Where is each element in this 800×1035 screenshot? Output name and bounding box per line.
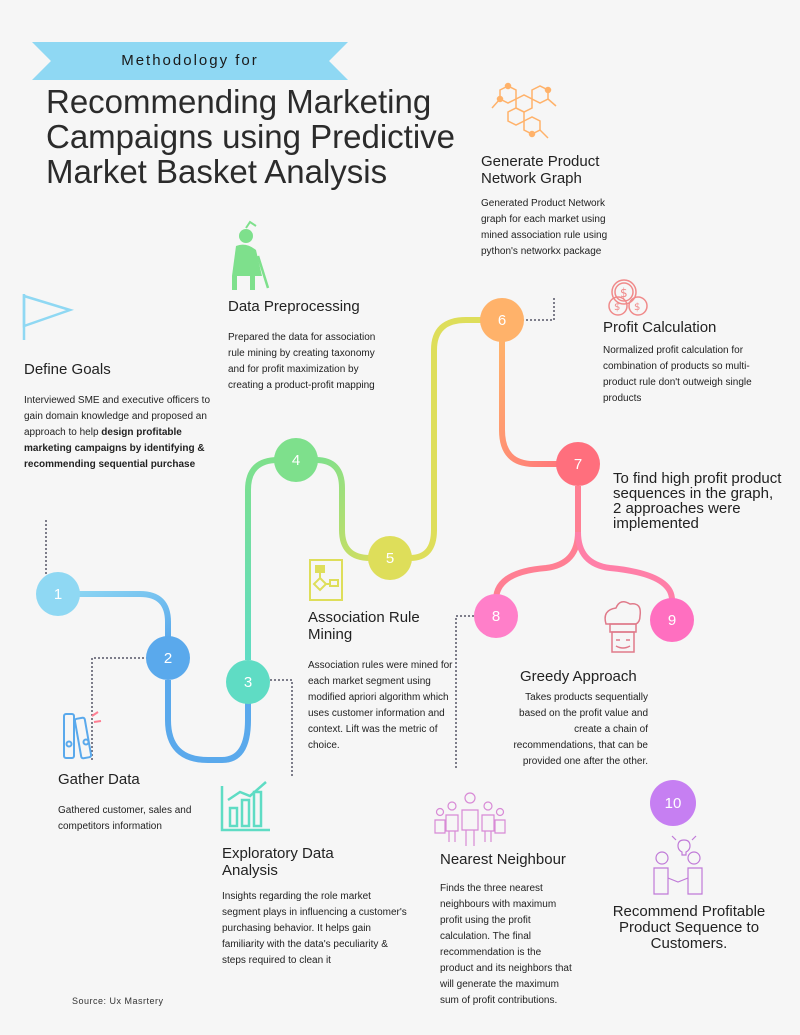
step-2-title: Gather Data	[58, 771, 140, 788]
step-4-title: Data Preprocessing	[228, 298, 360, 315]
connector-6-7	[499, 340, 578, 467]
svg-text:$: $	[614, 302, 620, 313]
approaches-note: To find high profit product sequences in…	[613, 470, 782, 532]
node-8: 8	[474, 594, 518, 638]
connector-5-6	[409, 317, 500, 561]
step-7-text: Normalized profit calculation for combin…	[603, 345, 752, 404]
node-5: 5	[368, 536, 412, 580]
step-9-title: Greedy Approach	[520, 668, 637, 685]
cleaner-icon	[232, 220, 270, 290]
node-7: 7	[556, 442, 600, 486]
network-icon	[491, 82, 557, 139]
step-7-title: Profit Calculation	[603, 319, 717, 336]
node-10: 10	[650, 780, 696, 826]
node-6: 6	[480, 298, 524, 342]
step-1-text: Interviewed SME and executive officers t…	[24, 395, 211, 470]
step-4-text: Prepared the data for association rule m…	[228, 332, 376, 391]
svg-text:$: $	[620, 286, 628, 300]
binders-icon	[63, 711, 102, 760]
people-icon	[434, 792, 506, 846]
chef-icon	[604, 601, 642, 653]
connector-2-3	[165, 680, 251, 763]
step-6-text: Generated Product Network graph for each…	[481, 198, 608, 257]
page-title: Recommending Marketing Campaigns using P…	[46, 83, 456, 190]
connector-7-8	[493, 486, 581, 618]
node-2: 2	[146, 636, 190, 680]
node-4: 4	[274, 438, 318, 482]
connector-4-5	[315, 457, 390, 561]
handshake-icon	[653, 835, 703, 895]
svg-text:$: $	[634, 302, 640, 313]
step-3-text: Insights regarding the role market segme…	[222, 891, 407, 966]
banner-text: Methodology for	[121, 52, 259, 69]
connector-1-2	[58, 591, 171, 640]
step-8-text: Finds the three nearest neighbours with …	[440, 883, 572, 1006]
step-8-title: Nearest Neighbour	[440, 851, 566, 868]
node-3: 3	[226, 660, 270, 704]
step-2-text: Gathered customer, sales and competitors…	[58, 805, 192, 832]
step-3-title: Exploratory Data Analysis	[222, 845, 334, 879]
bar-chart-icon	[220, 781, 270, 832]
connector-7-9	[575, 531, 675, 620]
step-9-text: Takes products sequentially based on the…	[513, 692, 648, 767]
coins-icon: $ $ $	[608, 279, 648, 316]
node-9: 9	[650, 598, 694, 642]
node-1: 1	[36, 572, 80, 616]
header-banner	[32, 42, 348, 80]
step-1-title: Define Goals	[24, 361, 111, 378]
connector-3-4	[245, 457, 296, 660]
step-5-title: Association Rule Mining	[308, 609, 420, 643]
flag-icon	[22, 294, 75, 340]
flowchart-icon	[309, 559, 343, 601]
source-note: Source: Ux Masrtery	[72, 996, 164, 1006]
step-6-title: Generate Product Network Graph	[481, 153, 600, 187]
step-10-title: Recommend Profitable Product Sequence to…	[612, 903, 766, 952]
step-5-text: Association rules were mined for each ma…	[308, 660, 453, 751]
